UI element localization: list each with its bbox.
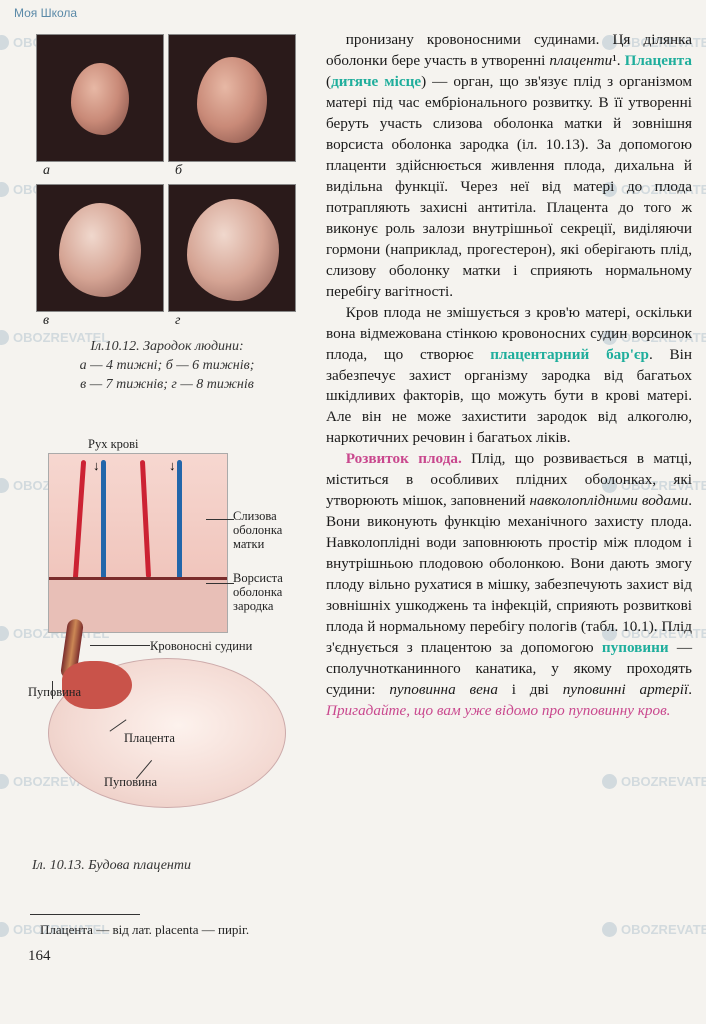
paragraph-1: пронизану кровоносними судинами. Ця діля… [326, 30, 692, 303]
page-number: 164 [28, 948, 51, 965]
footnote-text: Плацента — від лат. placenta — пиріг. [40, 922, 249, 938]
label-placenta: Плацента [124, 731, 175, 745]
left-column: а б в г Іл.10.12. Зародок людини: а — 4 … [28, 34, 306, 823]
embryo-label-v: в [43, 313, 49, 329]
term-placental-barrier: плацентарний бар'єр [490, 346, 649, 363]
p1-sup: ¹. [612, 52, 624, 69]
embryo-label-g: г [175, 313, 180, 329]
embryo-label-a: а [43, 163, 50, 179]
embryo-figure-grid: а б в г [36, 34, 296, 312]
paragraph-2: Кров плода не змішується з кров'ю матері… [326, 303, 692, 450]
embryo-label-b: б [175, 163, 182, 179]
fig12-caption-line1: Іл.10.12. Зародок людини: [28, 338, 306, 357]
label-mucosa: Слизова оболонка матки [233, 509, 303, 552]
p3-text-d: . Вони виконують функцію механічного зах… [326, 492, 692, 656]
placenta-diagram: ↓ ↓ Рух крові Слизова оболонка матки Вор… [28, 423, 298, 823]
term-umbilical: пуповини [602, 639, 669, 656]
term-umb-vein: пуповинна вена [389, 681, 498, 698]
p3-text-h: і дві [498, 681, 563, 698]
term-child-place: дитяче місце [331, 73, 421, 90]
p1-placenta-italic: плаценти [549, 52, 612, 69]
figure-10-12-caption: Іл.10.12. Зародок людини: а — 4 тижні; б… [28, 338, 306, 395]
label-villi: Ворсиста оболонка зародка [233, 571, 303, 614]
term-umb-arteries: пуповинні артерії [563, 681, 689, 698]
label-blood-flow: Рух крові [88, 437, 139, 451]
fig12-caption-line2: а — 4 тижні; б — 6 тижнів; [28, 357, 306, 376]
footnote-separator [30, 914, 140, 915]
label-vessels: Кровоносні судини [150, 639, 252, 653]
site-link[interactable]: Моя Школа [14, 6, 77, 20]
recall-prompt: Пригадайте, що вам уже відомо про пупови… [326, 702, 670, 719]
p1-text-g: ) — орган, що зв'язує плід з організмом … [326, 73, 692, 300]
term-amniotic-fluid: навколоплідними водами [529, 492, 688, 509]
embryo-cell-v: в [36, 184, 164, 312]
embryo-cell-a: а [36, 34, 164, 162]
figure-10-13-caption: Іл. 10.13. Будова плаценти [32, 858, 191, 874]
embryo-cell-g: г [168, 184, 296, 312]
p3-text-j: . [688, 681, 692, 698]
label-umbilical-2: Пуповина [104, 775, 157, 789]
placenta-top-section: ↓ ↓ [48, 453, 228, 633]
embryo-cell-b: б [168, 34, 296, 162]
label-umbilical-1: Пуповина [28, 685, 81, 699]
paragraph-3: Розвиток плода. Плід, що розвивається в … [326, 449, 692, 722]
fig12-caption-line3: в — 7 тижнів; г — 8 тижнів [28, 376, 306, 395]
body-text-column: пронизану кровоносними судинами. Ця діля… [326, 30, 692, 722]
heading-fetal-dev: Розвиток плода. [346, 450, 462, 467]
term-placenta: Плацента [625, 52, 692, 69]
